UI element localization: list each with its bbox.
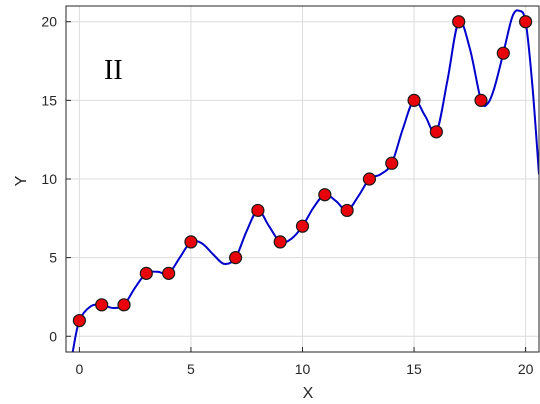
y-tick-label: 5 (49, 250, 57, 266)
data-point (385, 156, 399, 170)
data-point (228, 251, 243, 265)
y-tick-label: 10 (41, 171, 57, 187)
data-points (72, 15, 533, 328)
data-point (407, 93, 421, 107)
data-point (95, 298, 109, 312)
x-tick-label: 5 (187, 361, 195, 377)
x-tick-label: 0 (75, 361, 83, 377)
x-tick-label: 15 (406, 361, 422, 377)
grid-lines (66, 6, 539, 352)
data-point (474, 93, 488, 107)
y-axis-label: Y (13, 175, 30, 186)
data-point (318, 188, 332, 202)
data-point (72, 313, 86, 328)
x-tick-label: 10 (295, 361, 311, 377)
x-tick-label: 20 (518, 361, 534, 377)
axis-ticks: 0 5 10 15 20 0 5 10 15 20 (41, 14, 533, 377)
x-axis-label: X (303, 385, 314, 402)
data-point (251, 203, 265, 218)
data-point (362, 172, 377, 186)
data-point (139, 266, 153, 280)
data-point (452, 15, 466, 29)
data-point (295, 219, 310, 233)
fit-curve-layer (71, 9, 539, 352)
data-point (184, 235, 198, 249)
y-tick-label: 20 (41, 14, 57, 30)
data-point (162, 266, 176, 280)
data-point (429, 125, 443, 139)
data-point (117, 298, 131, 312)
fit-curve (71, 9, 539, 352)
data-point (496, 46, 510, 60)
data-point (340, 203, 354, 218)
y-tick-label: 15 (41, 92, 57, 108)
data-point (273, 235, 287, 249)
panel-label: II (104, 55, 123, 86)
y-tick-label: 0 (49, 328, 57, 344)
data-point (519, 15, 533, 29)
